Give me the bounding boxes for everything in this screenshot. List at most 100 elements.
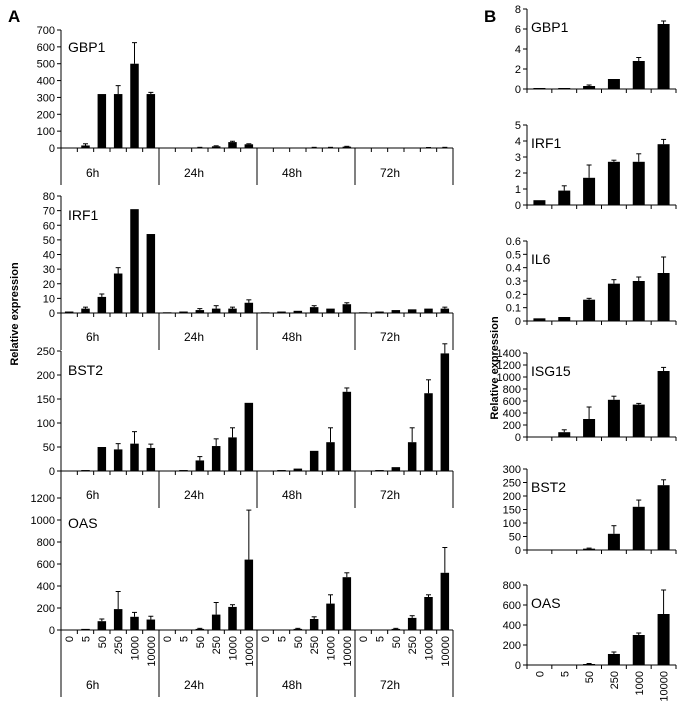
a-bst2-y-tick-label: 250 [37,346,55,358]
a-oas-dose-label: 250 [309,636,321,654]
a-gbp1-bar [407,147,417,149]
b-oas-dose-label: 50 [584,671,596,683]
a-irf1-y-tick-label: 80 [43,191,55,203]
b-bst2-title: BST2 [531,479,566,495]
b-oas-bar [583,664,596,665]
b-oas-dose-label: 250 [609,671,621,689]
a-gbp1-bar [277,147,286,149]
b-bst2-y-tick-label: 150 [503,505,521,517]
a-oas-bar [179,629,188,631]
b-irf1-bar [533,200,546,205]
a-bst2-time-label: 6h [86,488,99,502]
b-bst2-y-tick-label: 0 [515,545,521,557]
a-gbp1-bar [260,147,270,149]
a-gbp1-bar [342,146,352,148]
b-gbp1-y-tick-label: 0 [515,84,521,96]
b-irf1-bar [558,190,571,205]
b-irf1-y-tick-label: 1 [515,184,521,196]
b-bst2-y-tick-label: 200 [503,491,521,503]
b-irf1-bar [657,144,670,205]
b-gbp1-y-tick-label: 4 [515,44,521,56]
a-gbp1-bar [228,142,237,148]
a-oas-dose-label: 5 [179,636,191,642]
a-bst2-time-label: 72h [380,488,400,502]
a-gbp1-bar [293,147,303,149]
b-oas-bar [632,635,645,665]
a-oas-dose-label: 250 [211,636,223,654]
a-irf1-bar [424,308,433,313]
a-oas-bar [277,629,286,631]
a-gbp1-bar [375,147,384,149]
a-irf1-bar [260,312,270,313]
b-il6-bar [632,281,645,321]
a-oas-y-tick-label: 200 [37,603,55,615]
b-bst2-y-tick-label: 50 [509,532,521,544]
a-irf1-y-tick-label: 20 [43,279,55,291]
a-irf1-time-label: 72h [380,330,400,344]
y-axis-label-b: Relative expression [489,316,501,420]
a-irf1-y-tick-label: 30 [43,264,55,276]
a-irf1-bar [195,310,205,313]
a-gbp1-y-tick-label: 400 [37,76,55,88]
a-oas-dose-label: 0 [260,636,272,642]
a-gbp1-time-label: 24h [184,166,204,180]
a-oas-y-tick-label: 800 [37,537,55,549]
a-irf1-y-tick-label: 70 [43,206,55,218]
a-irf1-bar [277,311,286,313]
b-gbp1-bar [583,86,596,89]
a-oas-dose-label: 50 [97,636,109,648]
a-bst2-bar [64,471,74,472]
a-bst2-bar [211,446,221,471]
b-isg15-y-tick-label: 600 [503,396,521,408]
a-gbp1-y-tick-label: 300 [37,92,55,104]
a-irf1-bar [293,310,303,313]
a-gbp1-bar [81,145,90,148]
b-il6-y-tick-label: 0.5 [506,249,521,261]
b-bst2-bar [558,549,571,551]
a-oas-dose-label: 1000 [130,636,142,660]
a-bst2-bar [424,393,433,471]
b-isg15-y-tick-label: 0 [515,432,521,444]
a-oas-bar [407,617,417,630]
a-oas-dose-label: 250 [407,636,419,654]
a-bst2-bar [244,402,254,471]
a-gbp1-y-tick-label: 500 [37,59,55,71]
a-oas-bar [64,630,74,631]
b-gbp1-bar [558,88,571,89]
b-isg15-y-tick-label: 800 [503,384,521,396]
a-oas-dose-label: 0 [358,636,370,642]
b-il6-bar [657,273,670,321]
a-gbp1-y-tick-label: 100 [37,126,55,138]
a-gbp1-y-tick-label: 600 [37,42,55,54]
b-oas-y-tick-label: 400 [503,620,521,632]
a-irf1-y-tick-label: 60 [43,220,55,232]
b-irf1-bar [632,161,645,205]
b-oas-bar [558,664,571,666]
a-bst2-time-label: 24h [184,488,204,502]
a-irf1-bar [146,234,156,313]
a-bst2-y-tick-label: 150 [37,394,55,406]
a-oas-bar [146,619,156,630]
b-irf1-bar [583,177,596,205]
a-gbp1-bar [244,144,254,148]
b-oas-y-tick-label: 600 [503,600,521,612]
a-oas-bar [97,621,107,630]
a-oas-bar [162,630,172,631]
b-oas-dose-label: 0 [534,671,546,677]
a-oas-time-label: 72h [380,678,400,692]
b-bst2-bar [607,533,620,550]
b-isg15-y-tick-label: 200 [503,420,521,432]
a-oas-y-tick-label: 600 [37,559,55,571]
a-oas-y-tick-label: 400 [37,581,55,593]
b-bst2-y-tick-label: 100 [503,518,521,530]
b-il6-y-tick-label: 0.6 [506,236,521,248]
a-gbp1-time-label: 72h [380,166,400,180]
b-isg15-title: ISG15 [531,363,571,379]
b-oas-title: OAS [531,595,561,611]
a-oas-bar [293,628,303,630]
a-oas-dose-label: 5 [375,636,387,642]
a-irf1-bar [81,308,90,313]
b-gbp1-bar [657,24,670,89]
a-gbp1-bar [64,147,74,149]
